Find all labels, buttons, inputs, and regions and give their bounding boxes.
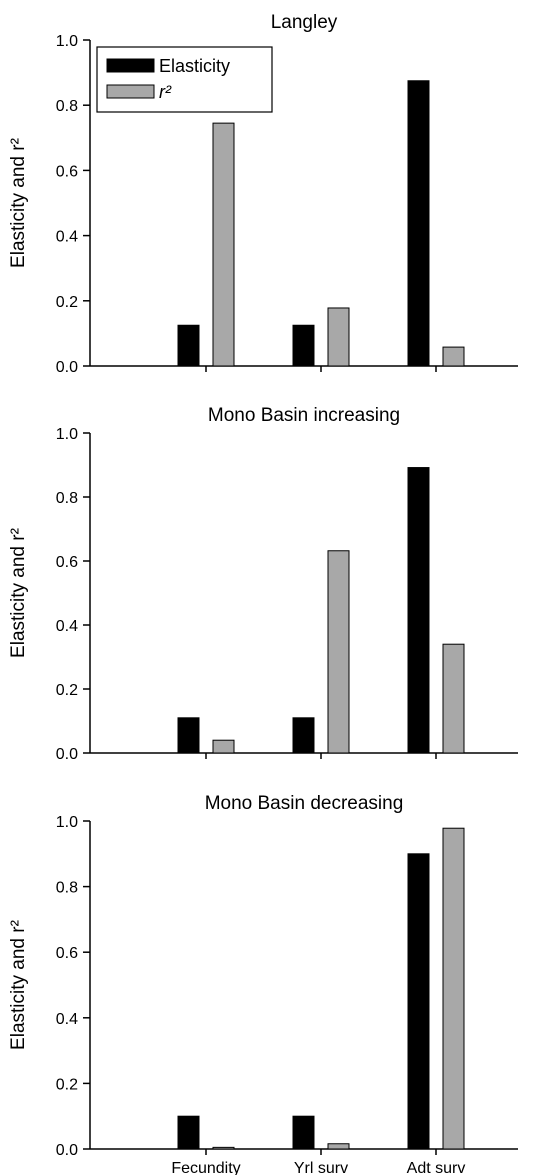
y-tick-label: 0.2 (56, 682, 78, 699)
y-tick-label: 1.0 (56, 426, 78, 443)
y-tick-label: 0.6 (56, 945, 78, 962)
y-tick-label: 0.6 (56, 554, 78, 571)
bar-r2-adt-surv (442, 346, 465, 367)
y-axis-label: Elasticity and r² (8, 528, 29, 658)
y-tick-label: 0.4 (56, 618, 78, 635)
x-tick-label: Fecundity (171, 1160, 240, 1175)
bar-r2-adt-surv (442, 827, 465, 1150)
bar-r2-fecundity (212, 739, 235, 754)
bar-elasticity-adt-surv (407, 80, 430, 367)
bar-r2-fecundity (212, 122, 235, 367)
chart-title: Mono Basin decreasing (205, 793, 404, 814)
bar-r2-adt-surv (442, 643, 465, 754)
legend-swatch (106, 84, 155, 99)
legend-entry: r² (159, 82, 172, 102)
chart-panel-2: Mono Basin increasing Elasticity and r² 0.… (8, 405, 518, 763)
y-tick-label: 0.0 (56, 359, 78, 376)
chart-panel-1: Langley Elasticity and r² 0.0 0.2 0.4 0.6 0.8 1… (8, 12, 518, 376)
y-tick-label: 0.4 (56, 1011, 78, 1028)
y-tick-label: 0.2 (56, 1076, 78, 1093)
chart-panel-3: Mono Basin decreasing Elasticity and r² 0.… (8, 793, 518, 1175)
y-axis-label: Elasticity and r² (8, 920, 29, 1050)
chart-title: Mono Basin increasing (208, 405, 400, 426)
y-axis-label: Elasticity and r² (8, 138, 29, 268)
y-tick-label: 1.0 (56, 33, 78, 50)
y-tick-label: 0.4 (56, 229, 78, 246)
legend-entry: Elasticity (159, 56, 230, 76)
y-tick-label: 0.8 (56, 98, 78, 115)
bar-elasticity-fecundity (177, 717, 200, 754)
bar-elasticity-yrl-surv (292, 324, 315, 367)
bar-elasticity-yrl-surv (292, 717, 315, 754)
legend-box (96, 46, 273, 113)
y-tick-label: 0.8 (56, 880, 78, 897)
x-tick-label: Adt surv (407, 1160, 466, 1175)
y-tick-label: 0.8 (56, 490, 78, 507)
y-tick-label: 0.0 (56, 1142, 78, 1159)
bar-elasticity-adt-surv (407, 467, 430, 754)
bar-r2-yrl-surv (327, 307, 350, 367)
x-tick-label: Yrl surv (294, 1160, 348, 1175)
bar-elasticity-yrl-surv (292, 1115, 315, 1150)
y-tick-label: 1.0 (56, 814, 78, 831)
y-tick-label: 0.0 (56, 746, 78, 763)
bar-r2-fecundity (212, 1146, 235, 1150)
chart-title: Langley (271, 12, 338, 33)
y-tick-label: 0.6 (56, 163, 78, 180)
bar-elasticity-fecundity (177, 324, 200, 367)
bar-r2-yrl-surv (327, 550, 350, 754)
bar-elasticity-fecundity (177, 1115, 200, 1150)
legend-swatch (106, 58, 155, 73)
y-tick-label: 0.2 (56, 294, 78, 311)
bar-elasticity-adt-surv (407, 853, 430, 1150)
bar-r2-yrl-surv (327, 1143, 350, 1150)
